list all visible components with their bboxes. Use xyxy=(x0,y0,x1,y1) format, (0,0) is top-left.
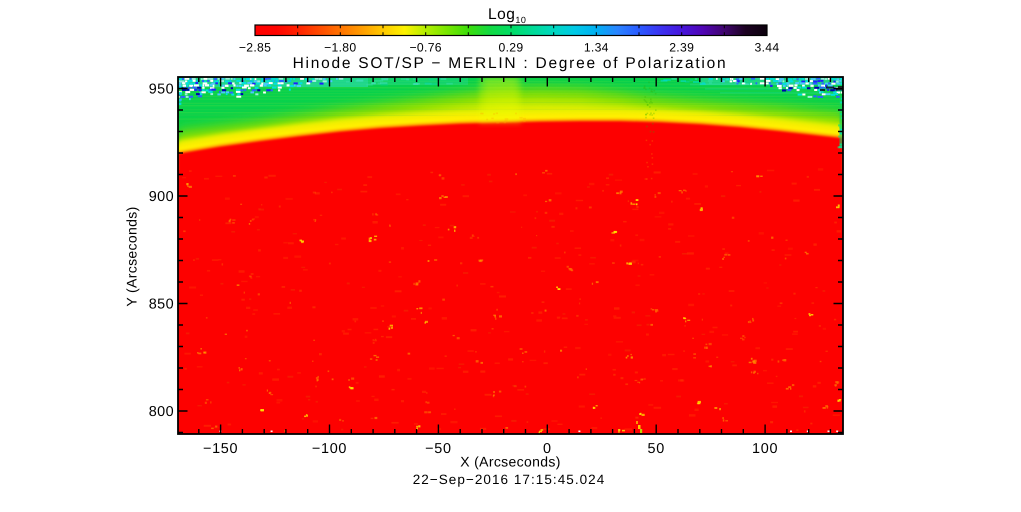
svg-text:900: 900 xyxy=(149,189,174,205)
svg-text:−2.85: −2.85 xyxy=(239,40,271,54)
svg-text:22−Sep−2016 17:15:45.024: 22−Sep−2016 17:15:45.024 xyxy=(413,472,606,487)
svg-text:−50: −50 xyxy=(425,441,452,457)
svg-text:−100: −100 xyxy=(312,441,347,457)
svg-text:−0.76: −0.76 xyxy=(410,40,442,54)
svg-text:950: 950 xyxy=(149,81,174,97)
svg-text:0: 0 xyxy=(543,441,552,457)
svg-text:−150: −150 xyxy=(203,441,238,457)
svg-text:100: 100 xyxy=(752,441,778,457)
svg-text:850: 850 xyxy=(149,296,174,312)
svg-text:2.39: 2.39 xyxy=(669,40,694,54)
svg-text:−1.80: −1.80 xyxy=(324,40,356,54)
svg-text:0.29: 0.29 xyxy=(499,40,524,54)
svg-text:Hinode SOT/SP − MERLIN : Degre: Hinode SOT/SP − MERLIN : Degree of Polar… xyxy=(293,55,728,72)
svg-text:800: 800 xyxy=(149,404,174,420)
svg-text:3.44: 3.44 xyxy=(755,40,780,54)
svg-text:Y (Arcseconds): Y (Arcseconds) xyxy=(124,206,140,306)
svg-text:50: 50 xyxy=(647,441,664,457)
svg-text:1.34: 1.34 xyxy=(584,40,609,54)
svg-text:X (Arcseconds): X (Arcseconds) xyxy=(460,454,561,470)
